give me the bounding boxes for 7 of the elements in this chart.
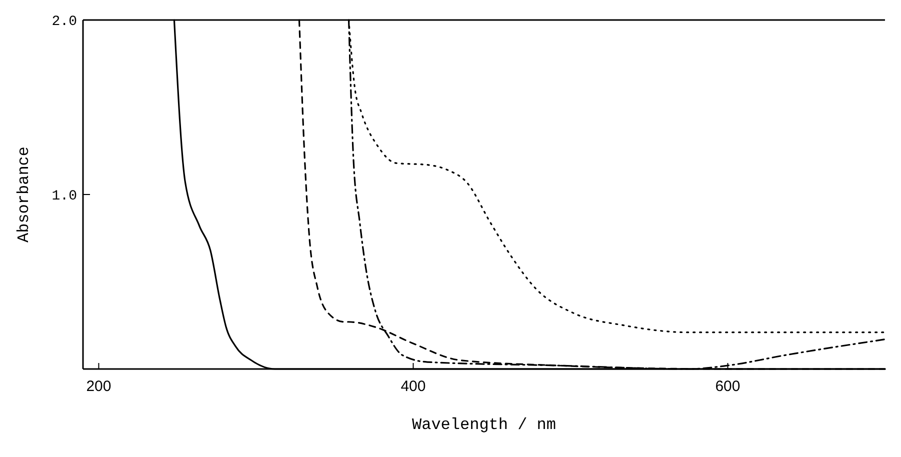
y-tick-label: 2.0: [52, 14, 77, 30]
x-axis-title: Wavelength / nm: [412, 416, 556, 434]
x-tick-label: 600: [715, 378, 740, 395]
x-tick-label: 200: [86, 378, 112, 395]
y-tick-label: 1.0: [52, 188, 77, 204]
y-axis-title: Absorbance: [15, 146, 33, 243]
x-tick-label: 400: [400, 378, 426, 395]
